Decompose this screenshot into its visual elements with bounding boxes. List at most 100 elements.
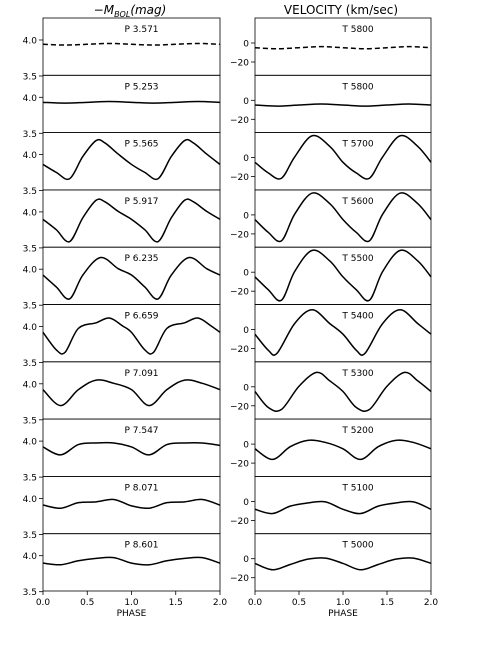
- series-line: [42, 379, 221, 407]
- panel-label: P 7.547: [124, 426, 158, 436]
- panel-label: T 5200: [341, 426, 374, 436]
- x-tick-label: 1.5: [169, 598, 183, 608]
- y-tick-label: −20: [230, 574, 249, 584]
- panel-0-3: 4.0 3.5 P 5.917: [23, 189, 221, 254]
- y-tick-label: 4.0: [23, 94, 38, 104]
- panel-label: P 8.071: [124, 483, 158, 493]
- x-tick-label: 0.0: [36, 598, 51, 608]
- panel-1-8: 0 −20 T 5100: [230, 475, 432, 535]
- panel-1-5: 0 −20 T 5400: [230, 304, 432, 363]
- y-tick-label: 3.5: [23, 474, 37, 484]
- panel-label: T 5600: [341, 197, 374, 207]
- panel-label: P 5.917: [124, 197, 158, 207]
- y-tick-label: −20: [230, 116, 249, 126]
- y-tick-label: 3.5: [23, 244, 37, 254]
- panel-1-3: 0 −20 T 5600: [230, 189, 432, 248]
- x-axis-label: PHASE: [328, 609, 358, 619]
- y-tick-label: 4.0: [23, 151, 38, 161]
- y-tick-label: 4.0: [23, 438, 38, 448]
- panel-label: P 8.601: [124, 541, 158, 551]
- left-title: −MBOL(mag): [94, 3, 167, 19]
- y-tick-label: 3.5: [23, 416, 37, 426]
- y-tick-label: 4.0: [23, 380, 38, 390]
- y-tick-label: 3.5: [23, 588, 37, 598]
- series-line: [42, 317, 221, 355]
- left-chart-title: −MBOL(mag): [94, 3, 167, 19]
- y-tick-label: −20: [230, 402, 249, 412]
- panel-label: T 5700: [341, 140, 374, 150]
- panel-label: P 7.091: [124, 369, 158, 379]
- panel-1-2: 0 −20 T 5700: [230, 132, 432, 191]
- panel-1-6: 0 −20 T 5300: [230, 361, 432, 420]
- panel-0-8: 4.0 3.5 P 8.071: [23, 475, 221, 541]
- y-tick-label: 0: [243, 555, 249, 565]
- panel-1-1: 0 −20 T 5800: [230, 74, 432, 134]
- x-tick-label: 2.0: [213, 598, 228, 608]
- panel-0-4: 4.0 3.5 P 6.235: [23, 246, 221, 312]
- y-tick-label: 3.5: [23, 130, 37, 140]
- left-title-sub: BOL: [114, 10, 130, 19]
- panel-label: T 5400: [341, 312, 374, 322]
- y-tick-label: −20: [230, 230, 249, 240]
- x-tick-label: 1.5: [380, 598, 394, 608]
- panel-0-2: 4.0 3.5 P 5.565: [23, 132, 221, 197]
- y-tick-label: 0: [243, 498, 249, 508]
- y-tick-label: 4.0: [23, 37, 38, 47]
- y-tick-label: 0: [243, 211, 249, 221]
- panel-label: P 5.253: [124, 82, 158, 92]
- series-line: [42, 556, 221, 566]
- series-line: [254, 500, 432, 515]
- y-tick-label: 4.0: [23, 208, 38, 218]
- panel-label: P 3.571: [124, 25, 158, 35]
- panel-label: P 6.659: [124, 312, 158, 322]
- y-tick-label: 3.5: [23, 73, 37, 83]
- x-tick-label: 0.5: [292, 598, 306, 608]
- y-tick-label: 4.0: [23, 266, 38, 276]
- x-tick-label: 2.0: [424, 598, 439, 608]
- panel-0-7: 4.0 3.5 P 7.547: [23, 418, 221, 484]
- left-title-tail: (mag): [130, 3, 166, 17]
- panel-label: T 5500: [341, 254, 374, 264]
- y-tick-label: 0: [243, 40, 249, 50]
- y-tick-label: −20: [230, 517, 249, 527]
- right-panel-column: 0 −20 T 5800 0 −20 T 5800 0 −20 T 5700 0 −20 T 5600…: [230, 17, 439, 619]
- y-tick-label: 3.5: [23, 359, 37, 369]
- y-tick-label: 4.0: [23, 495, 38, 505]
- panel-label: T 5800: [341, 25, 374, 35]
- y-tick-label: 3.5: [23, 302, 37, 312]
- x-tick-label: 1.0: [336, 598, 351, 608]
- panel-1-9: 0 −20 T 5000: [230, 533, 432, 592]
- left-title-main: −M: [94, 3, 115, 17]
- y-tick-label: 4.0: [23, 552, 38, 562]
- y-tick-label: 0: [243, 97, 249, 107]
- panel-label: T 5000: [341, 541, 374, 551]
- y-tick-label: −20: [230, 288, 249, 298]
- y-tick-label: 0: [243, 441, 249, 451]
- series-line: [254, 557, 432, 571]
- x-tick-label: 1.0: [124, 598, 139, 608]
- y-tick-label: −20: [230, 460, 249, 470]
- x-tick-label: 0.0: [248, 598, 263, 608]
- panel-label: T 5800: [341, 82, 374, 92]
- x-tick-label: 0.5: [80, 598, 94, 608]
- y-tick-label: 0: [243, 269, 249, 279]
- y-tick-label: −20: [230, 173, 249, 183]
- panel-0-0: 4.0 3.5 P 3.571: [23, 17, 221, 83]
- y-tick-label: −20: [230, 59, 249, 69]
- panel-1-7: 0 −20 T 5200: [230, 418, 432, 477]
- panel-label: T 5100: [341, 483, 374, 493]
- y-tick-label: 4.0: [23, 323, 38, 333]
- y-tick-label: 3.5: [23, 187, 37, 197]
- y-tick-label: −20: [230, 345, 249, 355]
- panel-0-6: 4.0 3.5 P 7.091: [23, 361, 221, 426]
- panel-label: P 6.235: [124, 254, 158, 264]
- y-tick-label: 0: [243, 326, 249, 336]
- panel-1-4: 0 −20 T 5500: [230, 246, 432, 305]
- panel-label: T 5300: [341, 369, 374, 379]
- y-tick-label: 0: [243, 154, 249, 164]
- panel-0-1: 4.0 3.5 P 5.253: [23, 74, 221, 140]
- right-chart-title: VELOCITY (km/sec): [284, 3, 398, 17]
- panel-0-9: 4.0 3.5 P 8.601: [23, 533, 221, 598]
